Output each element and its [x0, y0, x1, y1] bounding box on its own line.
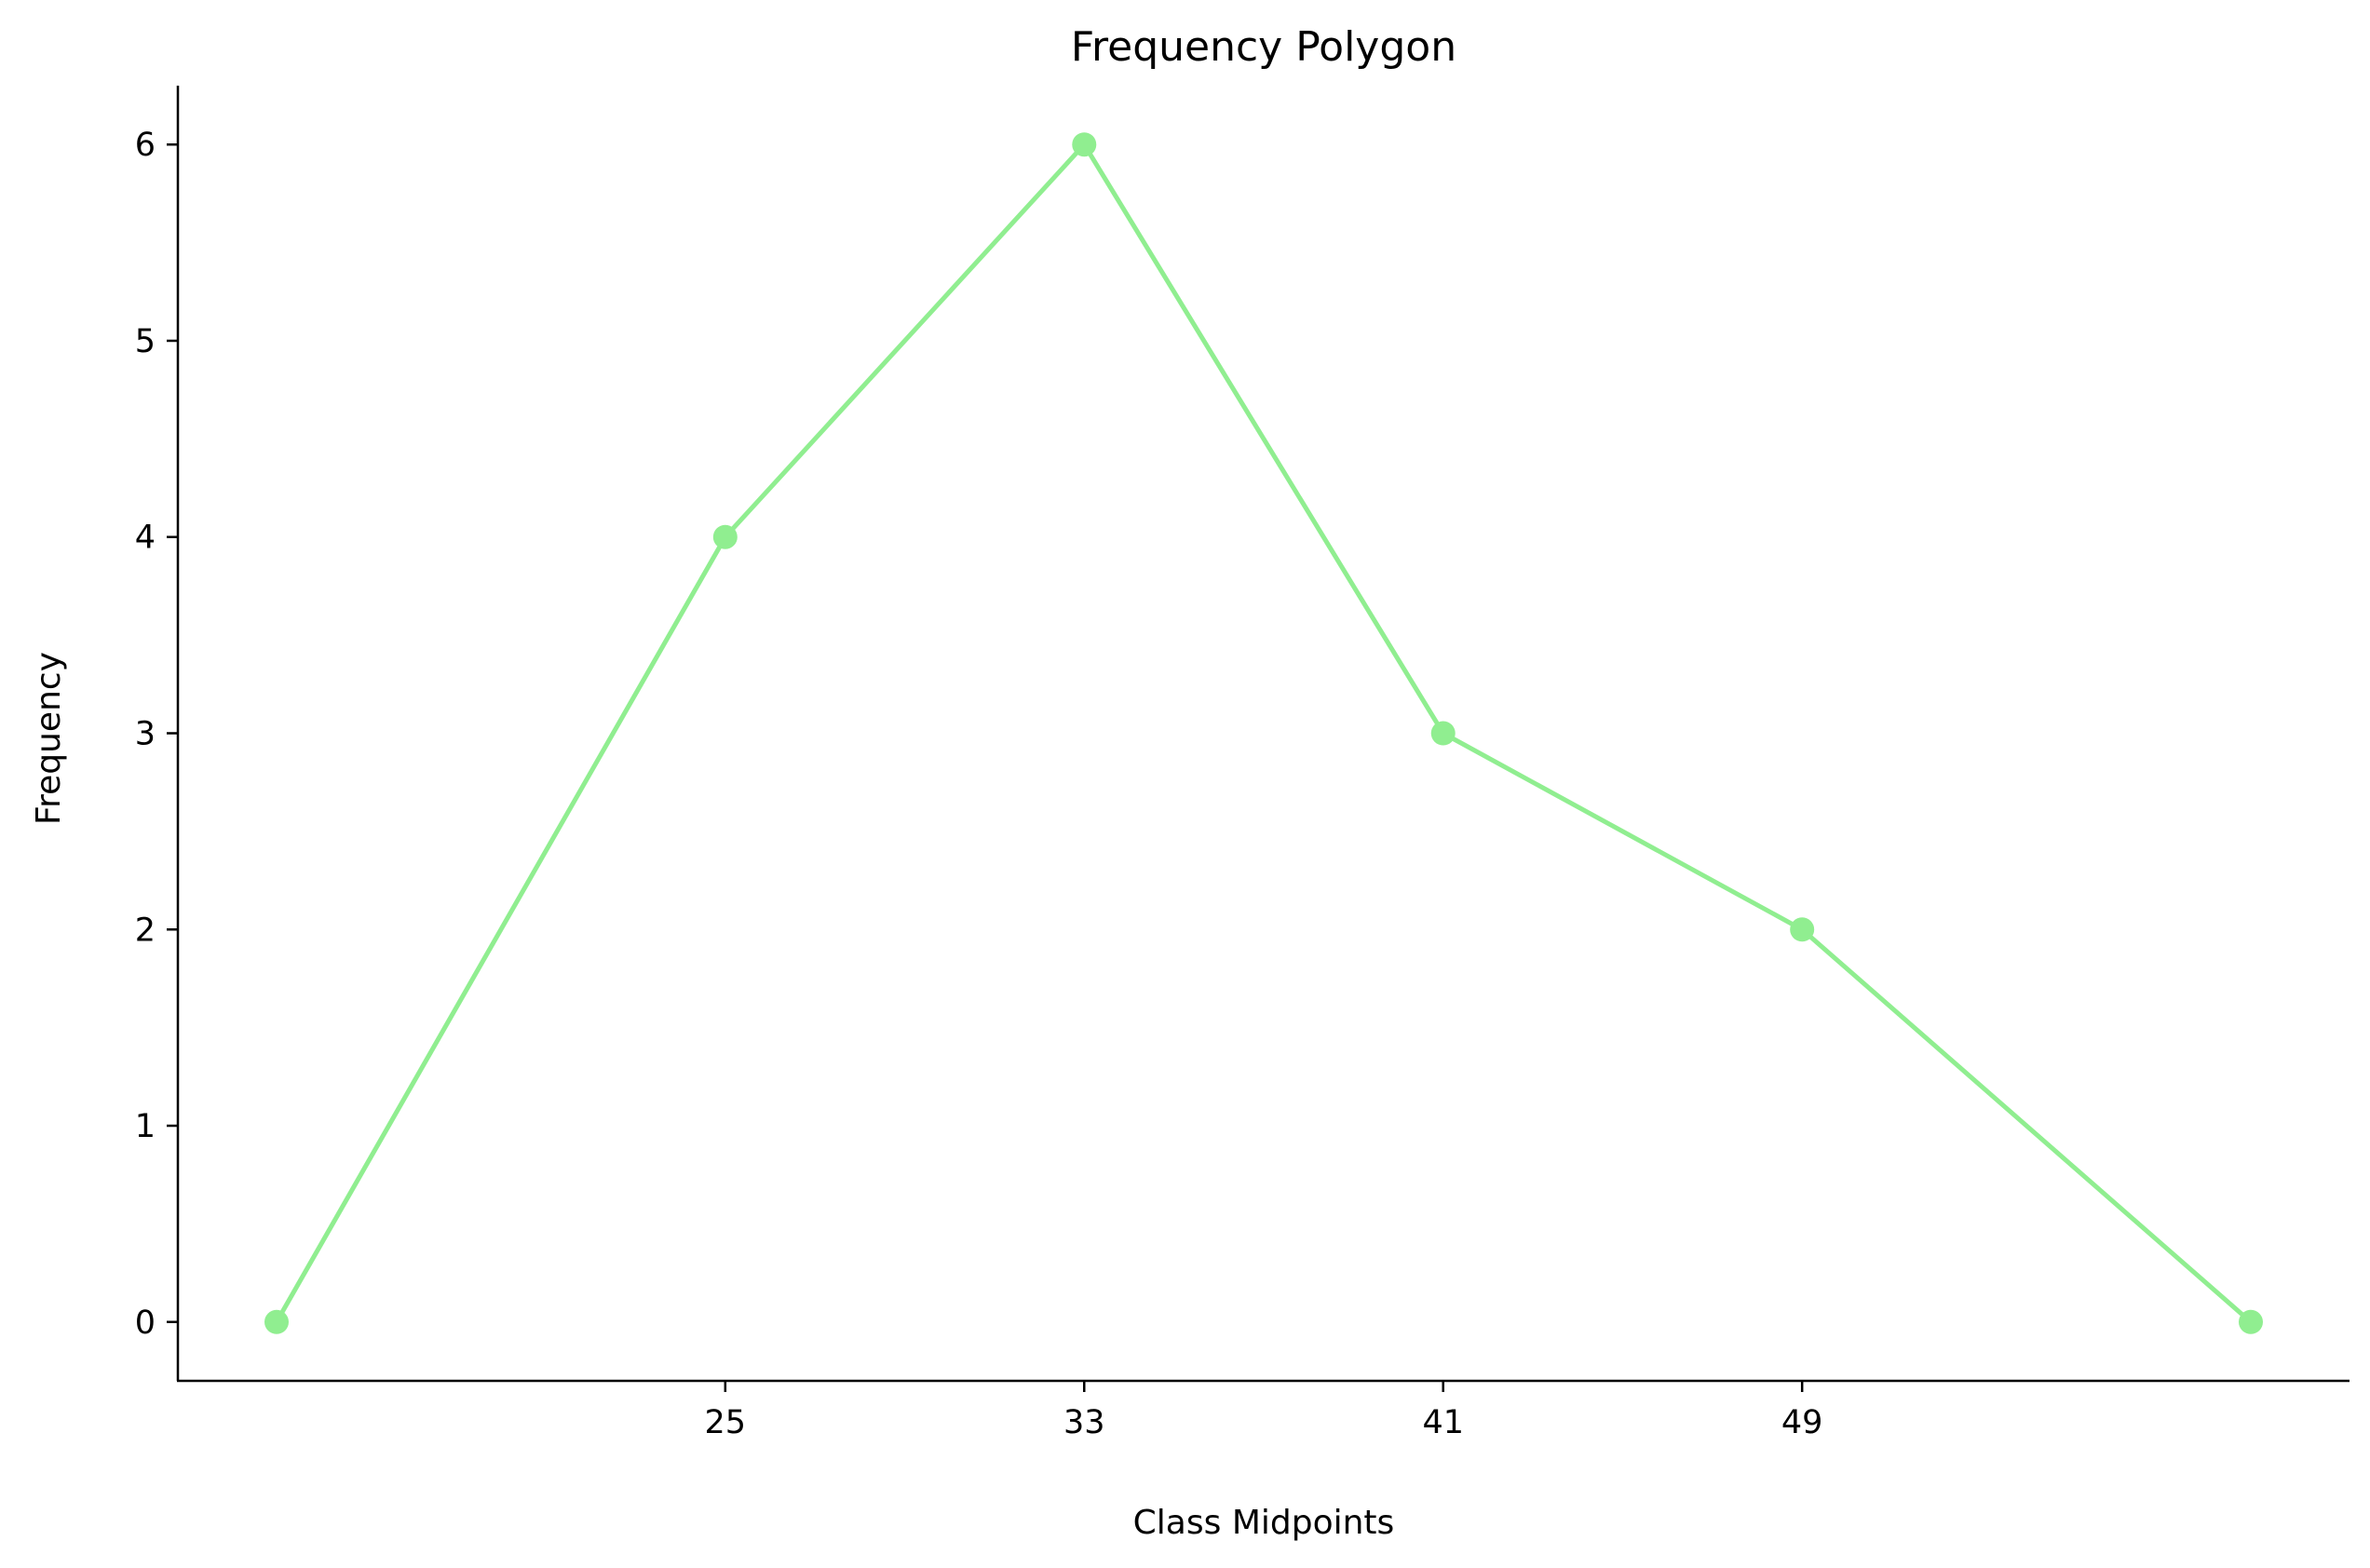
chart-title: Frequency Polygon [1071, 23, 1456, 71]
x-tick-label: 49 [1781, 1404, 1823, 1441]
x-tick-label: 33 [1063, 1404, 1105, 1441]
y-tick-label: 5 [135, 323, 156, 360]
data-point [1430, 721, 1456, 746]
y-tick-label: 2 [135, 912, 156, 949]
x-tick-label: 41 [1422, 1404, 1464, 1441]
data-point [2239, 1309, 2263, 1334]
data-point [1790, 917, 1815, 942]
data-point [712, 524, 738, 549]
data-point [264, 1309, 289, 1334]
x-axis-label: Class Midpoints [1133, 1504, 1395, 1542]
data-points [264, 132, 2263, 1334]
y-tick-label: 1 [135, 1108, 156, 1145]
y-tick-label: 6 [135, 127, 156, 164]
x-ticks: 25 33 41 49 [705, 1381, 1823, 1441]
frequency-line [274, 142, 2253, 1324]
y-tick-label: 4 [135, 520, 156, 557]
y-tick-label: 0 [135, 1304, 156, 1342]
x-tick-label: 25 [705, 1404, 747, 1441]
y-axis-label: Frequency [30, 652, 68, 825]
y-ticks: 0 1 2 3 4 5 6 [135, 127, 178, 1342]
data-point [1072, 132, 1097, 157]
y-tick-label: 3 [135, 716, 156, 753]
